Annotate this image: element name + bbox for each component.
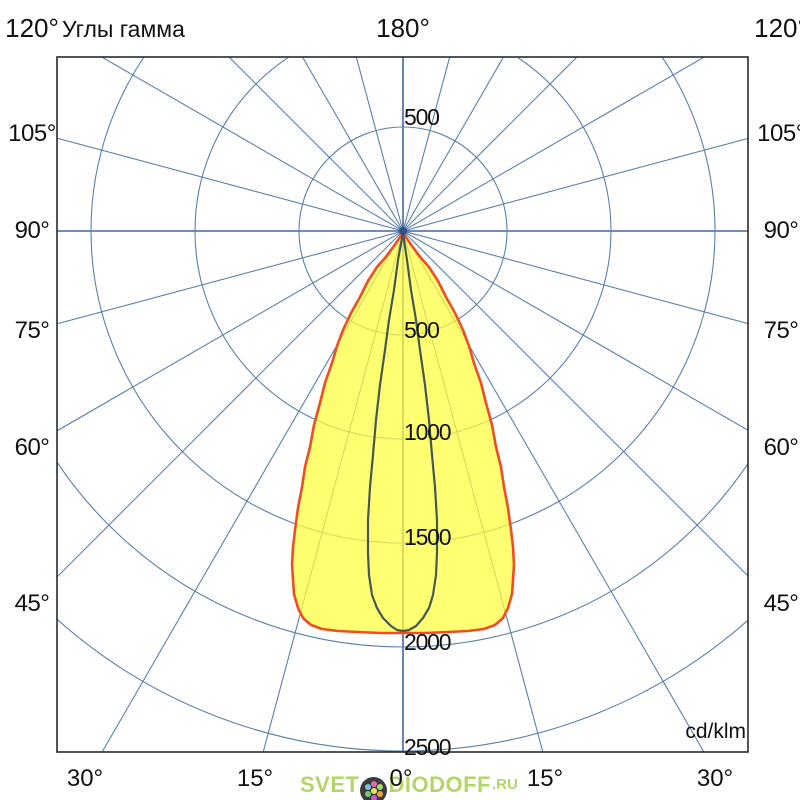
angle-label-top-left-120: 120° [5, 13, 59, 43]
ring-2500 [57, 618, 748, 752]
angle-label-bottom-30-left: 30° [66, 765, 104, 792]
radial-tick-500-top: 500 [404, 104, 440, 130]
angle-label-left-60: 60° [14, 434, 50, 461]
angle-label-bottom-15-right: 15° [526, 765, 564, 792]
angle-label-bottom-0: 0° [389, 765, 413, 792]
angle-label-bottom-15-left: 15° [236, 765, 274, 792]
wide-beam-lobe [290, 231, 516, 635]
watermark-text-svet: SVET [300, 771, 360, 797]
angle-label-right-75: 75° [763, 317, 799, 344]
angle-label-left-90: 90° [14, 217, 50, 244]
watermark-text-ru: .RU [491, 776, 518, 793]
narrow-beam-curve [366, 231, 439, 633]
radial-tick-2000: 2000 [404, 629, 452, 655]
angle-label-bottom-30-right: 30° [696, 765, 734, 792]
plot-border [56, 56, 749, 753]
angle-label-right-45: 45° [763, 590, 799, 617]
watermark-text-diodoff: DIODOFF [388, 771, 491, 797]
angle-label-left-75: 75° [14, 317, 50, 344]
angle-label-left-105: 105° [8, 120, 56, 147]
lobe-origin-point [399, 227, 407, 235]
ring-2000 [57, 460, 748, 648]
watermark: SVET DIODOFF .RU [300, 771, 518, 800]
angle-label-top-right-120: 120° [754, 13, 800, 43]
radial-tick-1000: 1000 [404, 419, 452, 445]
angle-label-left-45: 45° [14, 590, 50, 617]
angle-label-top-180: 180° [376, 13, 430, 43]
unit-label: cd/klm [685, 720, 746, 743]
radial-tick-2500: 2500 [404, 734, 452, 760]
radial-tick-500: 500 [404, 317, 440, 343]
diagram-title: Углы гамма [62, 16, 185, 42]
watermark-logo-icon [360, 777, 388, 800]
angle-label-right-105: 105° [757, 120, 800, 147]
angle-label-right-60: 60° [763, 434, 799, 461]
radial-tick-1500: 1500 [404, 524, 452, 550]
angle-label-right-90: 90° [763, 217, 799, 244]
